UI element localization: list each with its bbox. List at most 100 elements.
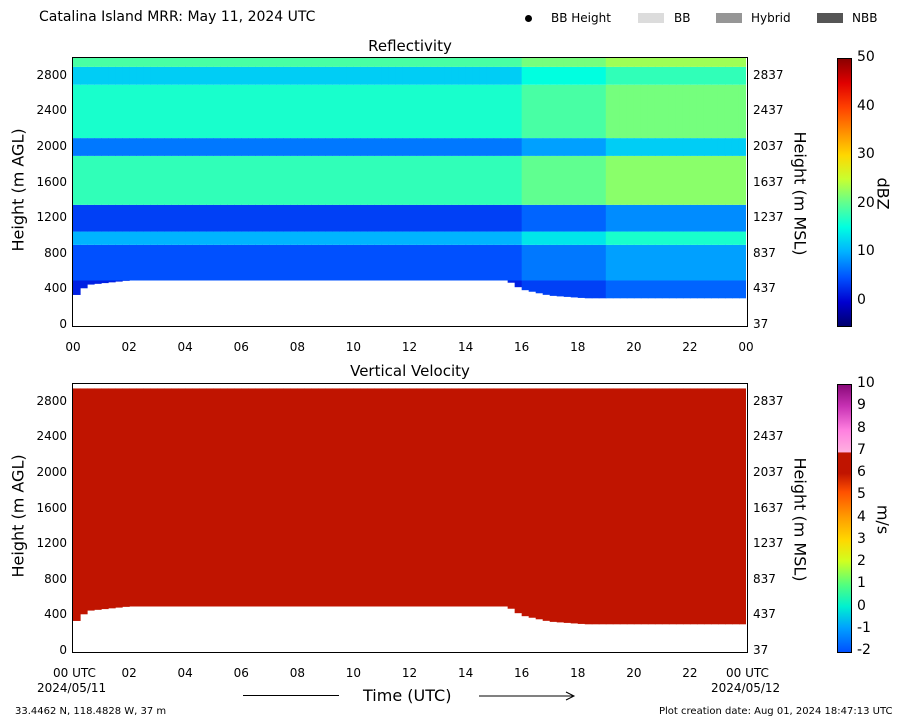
reflectivity-cell [325, 155, 333, 205]
reflectivity-cell [311, 66, 319, 85]
reflectivity-cell [605, 138, 614, 156]
reflectivity-cell [213, 231, 221, 245]
reflectivity-cell [570, 84, 579, 139]
reflectivity-cell [101, 138, 109, 156]
reflectivity-cell [269, 138, 277, 156]
reflectivity-cell [640, 138, 649, 156]
reflectivity-cell [717, 155, 726, 205]
reflectivity-cell [591, 84, 600, 139]
reflectivity-cell [437, 84, 446, 139]
reflectivity-cell [675, 280, 684, 299]
velocity-cell [703, 388, 712, 625]
colorbar-tick-label: -1 [857, 619, 871, 636]
reflectivity-cell [87, 244, 95, 281]
reflectivity-cell [150, 84, 158, 139]
reflectivity-cell [479, 84, 488, 139]
velocity-cell [633, 388, 642, 625]
reflectivity-cell [731, 155, 740, 205]
reflectivity-cell [598, 66, 607, 85]
dbz-colorbar-label: dBZ [873, 177, 893, 210]
reflectivity-cell [367, 155, 376, 205]
velocity-cell [514, 388, 523, 614]
y-tick-label: 1200 [36, 536, 67, 551]
velocity-cell [696, 388, 705, 625]
reflectivity-cell [437, 155, 446, 205]
reflectivity-cell [437, 231, 446, 245]
reflectivity-cell [290, 66, 298, 85]
reflectivity-cell [647, 204, 656, 232]
reflectivity-cell [164, 66, 172, 85]
colorbar-tick-label: 7 [857, 441, 866, 458]
x-tick-label: 16 [514, 340, 530, 354]
reflectivity-cell [465, 138, 474, 156]
reflectivity-cell [388, 138, 397, 156]
reflectivity-cell [437, 138, 446, 156]
reflectivity-cell [318, 244, 326, 281]
velocity-y-label: Height (m AGL) [8, 454, 28, 578]
reflectivity-cell [178, 138, 186, 156]
reflectivity-cell [318, 66, 326, 85]
reflectivity-cell [297, 58, 305, 67]
reflectivity-cell [724, 280, 733, 299]
reflectivity-cell [570, 231, 579, 245]
velocity-cell [598, 388, 607, 625]
reflectivity-cell [108, 84, 116, 139]
reflectivity-cell [738, 231, 746, 245]
reflectivity-cell [738, 138, 746, 156]
reflectivity-cell [416, 138, 425, 156]
y-tick-label: 2000 [36, 139, 67, 153]
reflectivity-cell [143, 138, 151, 156]
reflectivity-cell [374, 138, 383, 156]
reflectivity-cell [283, 138, 291, 156]
velocity-cell [129, 388, 137, 607]
reflectivity-cell [255, 231, 263, 245]
reflectivity-cell [94, 138, 102, 156]
reflectivity-cell [129, 231, 137, 245]
reflectivity-cell [80, 244, 88, 281]
x-tick-label: 22 [682, 340, 698, 354]
reflectivity-cell [262, 84, 270, 139]
reflectivity-cell [241, 138, 249, 156]
reflectivity-cell [472, 244, 481, 281]
reflectivity-cell [122, 84, 130, 139]
reflectivity-cell [633, 280, 642, 299]
reflectivity-cell [395, 66, 404, 85]
reflectivity-cell [157, 155, 165, 205]
reflectivity-cell [542, 231, 551, 245]
reflectivity-cell [234, 84, 242, 139]
velocity-cell [367, 388, 376, 607]
reflectivity-cell [577, 58, 586, 67]
reflectivity-cell [633, 66, 642, 85]
reflectivity-cell [143, 204, 151, 232]
reflectivity-cell [311, 244, 319, 281]
reflectivity-cell [332, 138, 340, 156]
velocity-cell [661, 388, 670, 625]
velocity-cell [542, 388, 551, 621]
reflectivity-cell [675, 155, 684, 205]
reflectivity-cell [584, 244, 593, 281]
reflectivity-cell [626, 244, 635, 281]
reflectivity-cell [87, 204, 95, 232]
velocity-plot [72, 383, 748, 653]
reflectivity-cell [703, 280, 712, 299]
reflectivity-cell [108, 231, 116, 245]
reflectivity-cell [115, 84, 123, 139]
reflectivity-cell [136, 155, 144, 205]
reflectivity-cell [325, 84, 333, 139]
reflectivity-cell [577, 84, 586, 139]
reflectivity-cell [542, 66, 551, 85]
reflectivity-cell [367, 138, 376, 156]
reflectivity-cell [451, 231, 460, 245]
reflectivity-cell [570, 138, 579, 156]
reflectivity-cell [528, 204, 537, 232]
reflectivity-cell [500, 155, 509, 205]
reflectivity-cell [542, 138, 551, 156]
reflectivity-cell [290, 155, 298, 205]
reflectivity-cell [73, 84, 81, 139]
reflectivity-cell [507, 231, 516, 245]
reflectivity-cell [724, 204, 733, 232]
reflectivity-cell [451, 155, 460, 205]
reflectivity-cell [234, 155, 242, 205]
reflectivity-cell [703, 204, 712, 232]
reflectivity-cell [598, 155, 607, 205]
